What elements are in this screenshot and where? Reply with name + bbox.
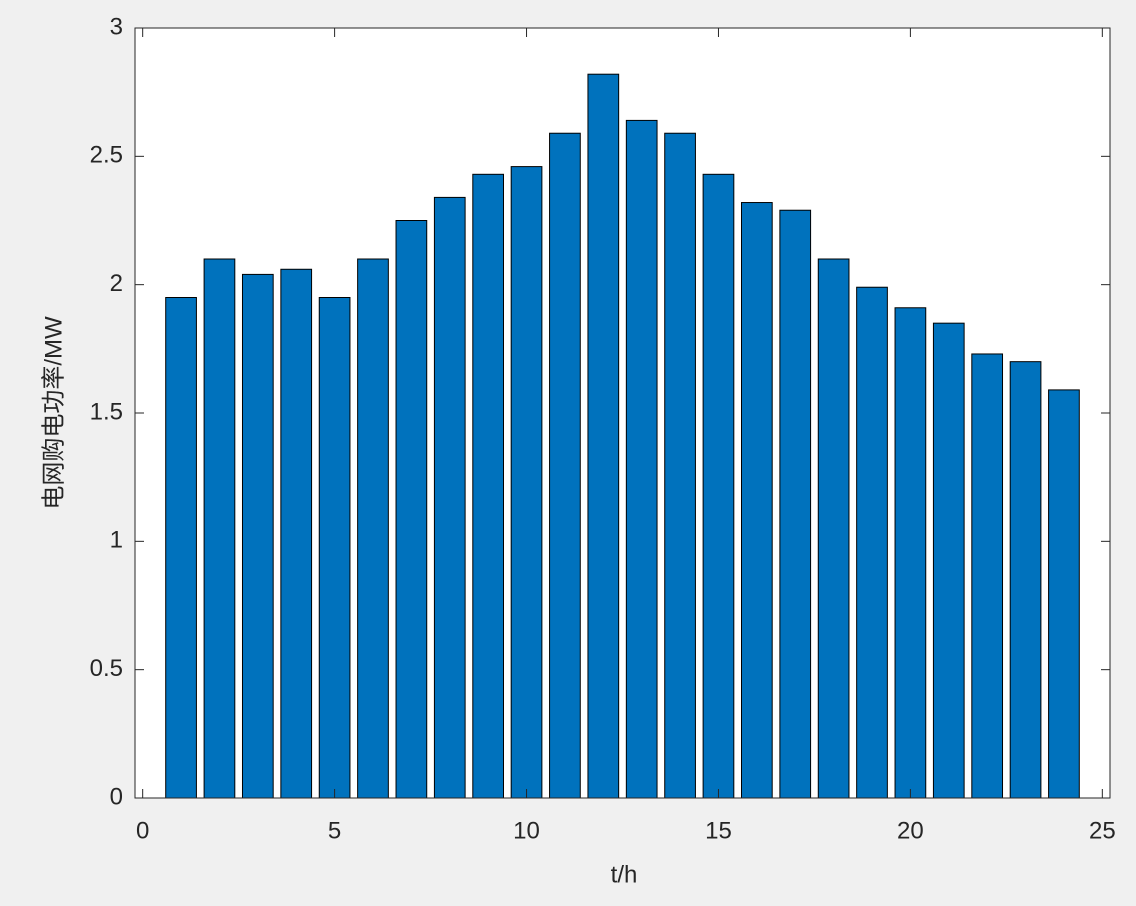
bar xyxy=(664,132,696,799)
bar xyxy=(1048,389,1080,799)
bar xyxy=(433,196,466,799)
bar xyxy=(357,258,389,799)
y-tick-label: 1.5 xyxy=(90,398,123,425)
bar xyxy=(779,209,812,799)
y-tick-label: 0 xyxy=(110,783,123,810)
bar xyxy=(894,307,927,799)
bar xyxy=(280,268,313,799)
bar xyxy=(932,322,965,799)
bar xyxy=(510,166,543,799)
x-tick-label: 20 xyxy=(897,817,924,844)
bar xyxy=(1009,361,1042,799)
x-tick-label: 10 xyxy=(513,817,540,844)
y-tick-label: 0.5 xyxy=(90,655,123,682)
bar xyxy=(395,220,428,799)
y-tick-label: 2.5 xyxy=(90,142,123,169)
bar xyxy=(549,132,581,799)
bar xyxy=(740,202,773,799)
y-axis-label: 电网购电功率/MW xyxy=(40,316,67,510)
bar xyxy=(971,353,1004,799)
bar xyxy=(472,173,505,799)
bar xyxy=(318,297,351,799)
x-tick-label: 15 xyxy=(705,817,732,844)
y-tick-label: 2 xyxy=(110,270,123,297)
bar xyxy=(856,286,888,799)
y-tick-label: 1 xyxy=(110,527,123,554)
bar xyxy=(817,258,850,799)
x-tick-label: 0 xyxy=(136,817,149,844)
x-tick-label: 25 xyxy=(1089,817,1116,844)
bar xyxy=(203,258,236,799)
bar xyxy=(625,119,658,799)
bar xyxy=(587,73,620,799)
bar xyxy=(165,297,197,799)
x-axis-label: t/h xyxy=(611,861,638,888)
y-tick-label: 3 xyxy=(110,13,123,40)
bar xyxy=(702,173,735,799)
bar xyxy=(241,273,274,799)
x-tick-label: 5 xyxy=(328,817,341,844)
